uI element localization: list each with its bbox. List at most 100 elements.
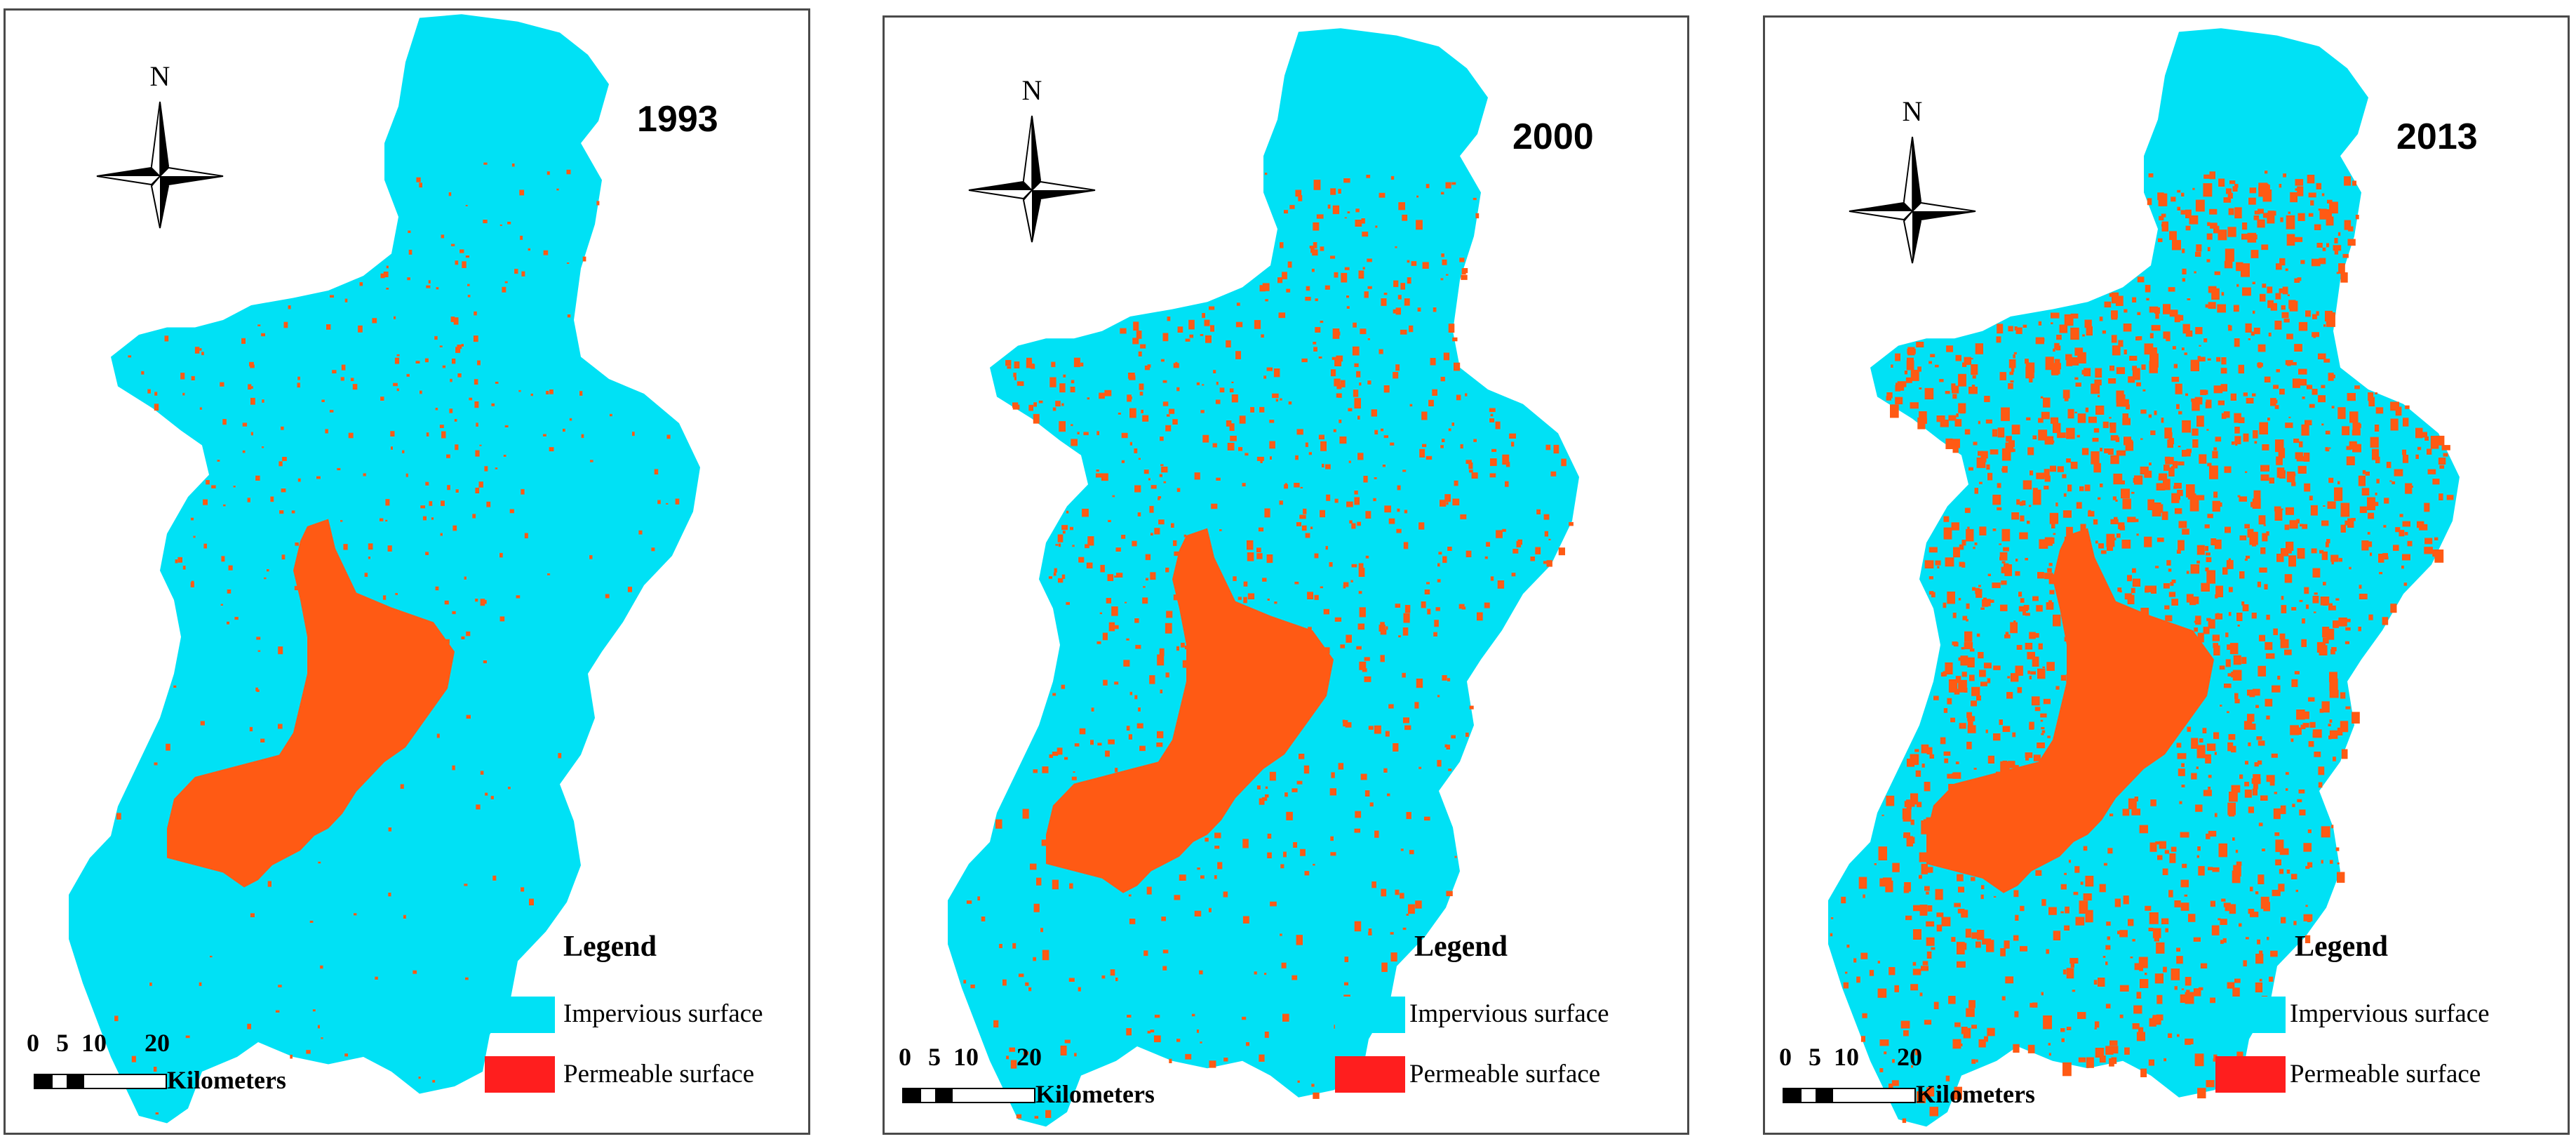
legend-title: Legend [563, 931, 657, 963]
permeable-patch [1320, 586, 1323, 589]
permeable-patch [2178, 521, 2187, 528]
permeable-patch [1052, 407, 1056, 411]
permeable-patch [406, 373, 410, 377]
permeable-patch [2142, 389, 2146, 392]
permeable-patch [2022, 324, 2027, 328]
permeable-patch [1963, 1027, 1971, 1039]
permeable-patch [2266, 715, 2270, 720]
permeable-patch [1444, 494, 1451, 502]
permeable-patch [1952, 394, 1957, 399]
permeable-patch [1284, 210, 1288, 214]
permeable-patch [2345, 706, 2351, 710]
permeable-patch [2107, 547, 2113, 551]
permeable-patch [1358, 270, 1364, 279]
permeable-patch [1366, 175, 1371, 178]
permeable-patch [1227, 443, 1235, 451]
permeable-patch [1984, 396, 1990, 402]
permeable-patch [1060, 1045, 1067, 1055]
permeable-patch [1985, 729, 1988, 733]
permeable-patch [1416, 678, 1423, 688]
permeable-patch [2374, 425, 2380, 432]
permeable-patch [2164, 465, 2170, 471]
permeable-patch [2378, 554, 2384, 563]
permeable-patch [1964, 642, 1973, 650]
permeable-patch [1279, 500, 1283, 505]
permeable-patch [2156, 538, 2164, 542]
permeable-patch [2391, 481, 2396, 485]
permeable-patch [1968, 1000, 1975, 1008]
permeable-patch [1042, 950, 1049, 961]
permeable-patch [2173, 486, 2177, 489]
permeable-patch [425, 552, 429, 555]
permeable-patch [1287, 261, 1292, 268]
permeable-patch [1009, 1047, 1015, 1052]
permeable-patch [2264, 584, 2268, 590]
permeable-patch [2330, 554, 2339, 562]
permeable-patch [2041, 992, 2044, 996]
permeable-patch [2321, 423, 2324, 426]
permeable-patch [478, 481, 483, 488]
permeable-patch [2266, 614, 2270, 620]
permeable-patch [1999, 719, 2003, 725]
permeable-patch [2337, 232, 2341, 237]
permeable-patch [2070, 327, 2079, 340]
permeable-patch [2041, 899, 2046, 906]
permeable-patch [2199, 357, 2206, 362]
permeable-patch [2172, 240, 2181, 251]
permeable-patch [291, 510, 295, 514]
permeable-patch [2192, 428, 2199, 436]
permeable-patch [1172, 419, 1178, 425]
permeable-patch [1985, 599, 1991, 606]
permeable-patch [1305, 296, 1311, 301]
permeable-patch [1434, 620, 1439, 627]
permeable-patch [2243, 433, 2249, 442]
permeable-patch [2236, 1051, 2243, 1058]
permeable-patch [2046, 949, 2050, 954]
permeable-patch [2118, 340, 2124, 347]
permeable-patch [1278, 312, 1286, 319]
permeable-patch [2407, 540, 2413, 547]
permeable-patch [2175, 378, 2179, 381]
permeable-patch [1214, 875, 1217, 879]
permeable-patch [250, 397, 255, 405]
permeable-patch [1968, 467, 1973, 471]
permeable-patch [1286, 811, 1293, 820]
permeable-patch [1242, 839, 1249, 848]
permeable-patch [2044, 469, 2050, 477]
permeable-patch [154, 392, 158, 396]
permeable-patch [2185, 1039, 2192, 1045]
permeable-patch [1921, 822, 1926, 827]
permeable-patch [1440, 278, 1444, 281]
permeable-patch [1002, 979, 1007, 986]
permeable-patch [2250, 331, 2255, 336]
permeable-patch [2195, 615, 2201, 625]
permeable-patch [1987, 573, 1991, 576]
permeable-patch [1418, 766, 1422, 769]
permeable-patch [1058, 578, 1064, 583]
permeable-patch [1292, 788, 1298, 792]
permeable-patch [2424, 502, 2430, 512]
permeable-patch [2402, 455, 2409, 463]
permeable-patch [472, 514, 476, 519]
permeable-patch [1969, 674, 1975, 681]
permeable-patch [256, 689, 260, 692]
permeable-patch [2254, 441, 2258, 444]
permeable-patch [2194, 627, 2198, 632]
permeable-patch [2196, 745, 2206, 759]
permeable-patch [449, 408, 453, 413]
permeable-patch [2132, 297, 2137, 303]
permeable-patch [1979, 481, 1983, 484]
permeable-patch [2262, 533, 2268, 542]
permeable-patch [2013, 352, 2017, 354]
permeable-patch [2077, 434, 2080, 438]
permeable-patch [1209, 907, 1212, 912]
permeable-patch [1950, 717, 1955, 723]
permeable-patch [2331, 825, 2334, 829]
permeable-patch [1987, 472, 1993, 481]
permeable-patch [2029, 632, 2036, 639]
permeable-patch [1200, 334, 1204, 336]
permeable-patch [1087, 397, 1090, 400]
permeable-patch [1346, 306, 1350, 309]
permeable-patch [1055, 401, 1061, 407]
permeable-patch [436, 733, 440, 738]
